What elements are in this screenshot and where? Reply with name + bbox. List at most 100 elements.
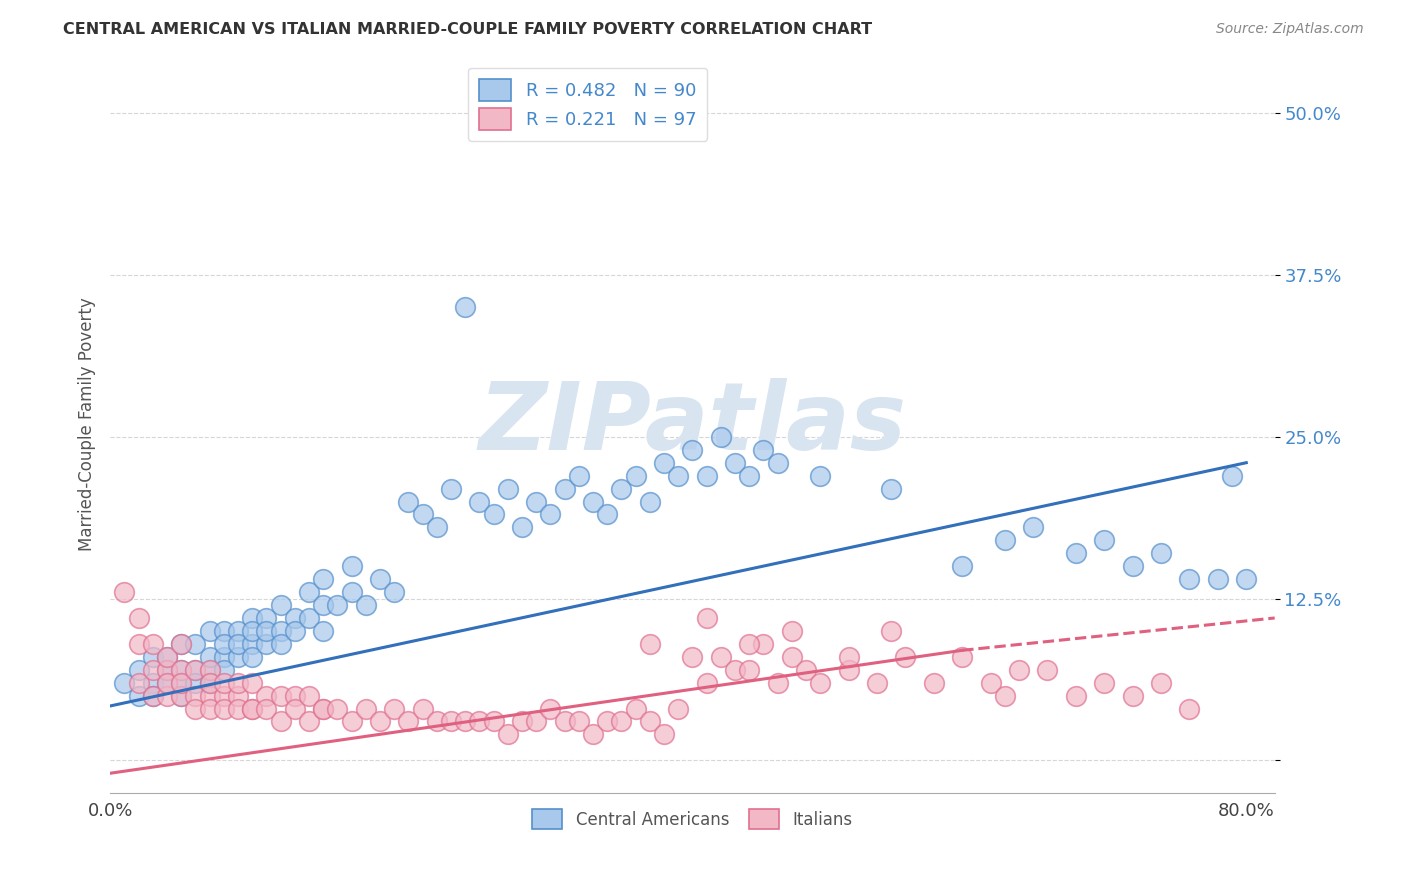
Point — [382, 701, 405, 715]
Point — [710, 430, 733, 444]
Point — [128, 675, 150, 690]
Point — [198, 701, 221, 715]
Point — [482, 714, 505, 729]
Point — [170, 675, 193, 690]
Point — [794, 663, 817, 677]
Point — [170, 663, 193, 677]
Point — [426, 714, 449, 729]
Point — [184, 689, 207, 703]
Y-axis label: Married-Couple Family Poverty: Married-Couple Family Poverty — [79, 297, 96, 550]
Point — [780, 649, 803, 664]
Point — [1122, 689, 1144, 703]
Point — [496, 482, 519, 496]
Point — [510, 520, 533, 534]
Point — [184, 701, 207, 715]
Point — [156, 689, 179, 703]
Point — [596, 714, 619, 729]
Point — [524, 714, 547, 729]
Point — [496, 727, 519, 741]
Point — [808, 468, 831, 483]
Point — [1022, 520, 1045, 534]
Point — [128, 637, 150, 651]
Point — [624, 468, 647, 483]
Point — [582, 494, 605, 508]
Point — [596, 508, 619, 522]
Point — [808, 675, 831, 690]
Point — [412, 508, 434, 522]
Text: Source: ZipAtlas.com: Source: ZipAtlas.com — [1216, 22, 1364, 37]
Point — [396, 494, 419, 508]
Point — [198, 649, 221, 664]
Point — [198, 624, 221, 638]
Point — [212, 689, 235, 703]
Point — [638, 494, 661, 508]
Point — [240, 701, 263, 715]
Point — [226, 675, 249, 690]
Point — [696, 468, 718, 483]
Point — [142, 689, 165, 703]
Point — [156, 649, 179, 664]
Point — [170, 637, 193, 651]
Point — [368, 572, 391, 586]
Point — [368, 714, 391, 729]
Point — [596, 120, 619, 134]
Point — [1122, 559, 1144, 574]
Point — [270, 624, 292, 638]
Point — [1150, 546, 1173, 560]
Point — [696, 675, 718, 690]
Point — [738, 637, 761, 651]
Point — [696, 611, 718, 625]
Point — [226, 649, 249, 664]
Point — [212, 663, 235, 677]
Point — [752, 442, 775, 457]
Point — [254, 624, 277, 638]
Point — [198, 663, 221, 677]
Point — [170, 663, 193, 677]
Point — [312, 701, 335, 715]
Point — [254, 701, 277, 715]
Point — [226, 637, 249, 651]
Point — [156, 663, 179, 677]
Point — [226, 701, 249, 715]
Text: CENTRAL AMERICAN VS ITALIAN MARRIED-COUPLE FAMILY POVERTY CORRELATION CHART: CENTRAL AMERICAN VS ITALIAN MARRIED-COUP… — [63, 22, 872, 37]
Point — [396, 714, 419, 729]
Point — [212, 637, 235, 651]
Point — [752, 637, 775, 651]
Point — [298, 714, 321, 729]
Point — [198, 663, 221, 677]
Point — [510, 714, 533, 729]
Point — [128, 663, 150, 677]
Point — [894, 649, 917, 664]
Point — [112, 675, 135, 690]
Point — [284, 689, 307, 703]
Point — [980, 675, 1002, 690]
Point — [780, 624, 803, 638]
Text: ZIPatlas: ZIPatlas — [478, 378, 907, 470]
Point — [128, 611, 150, 625]
Point — [582, 727, 605, 741]
Point — [212, 701, 235, 715]
Point — [340, 559, 363, 574]
Point — [156, 663, 179, 677]
Point — [354, 701, 377, 715]
Point — [226, 689, 249, 703]
Point — [652, 456, 675, 470]
Point — [128, 689, 150, 703]
Point — [454, 301, 477, 315]
Point — [1206, 572, 1229, 586]
Point — [312, 624, 335, 638]
Point — [994, 689, 1017, 703]
Point — [440, 714, 463, 729]
Point — [1220, 468, 1243, 483]
Point — [1178, 572, 1201, 586]
Point — [468, 494, 491, 508]
Point — [270, 598, 292, 612]
Point — [766, 456, 789, 470]
Point — [610, 714, 633, 729]
Point — [156, 675, 179, 690]
Point — [198, 675, 221, 690]
Point — [142, 663, 165, 677]
Point — [298, 689, 321, 703]
Point — [624, 701, 647, 715]
Point — [1234, 572, 1257, 586]
